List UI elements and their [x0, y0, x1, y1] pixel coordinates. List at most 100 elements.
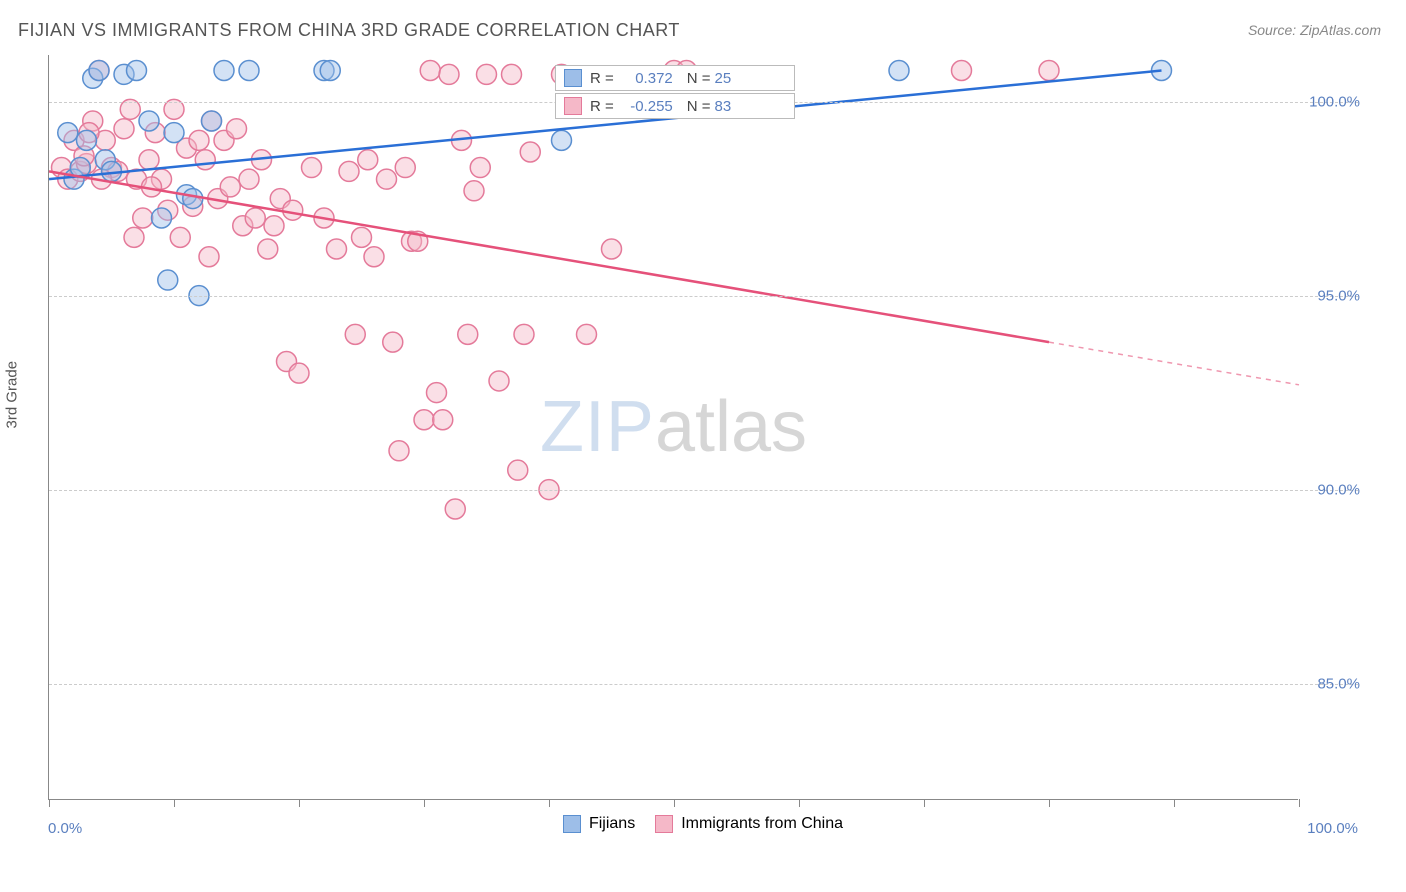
- trend-line-dashed: [1049, 342, 1299, 385]
- scatter-point: [427, 383, 447, 403]
- gridline-h: [49, 684, 1358, 685]
- legend-label-china: Immigrants from China: [681, 815, 843, 833]
- x-tick: [1299, 799, 1300, 807]
- scatter-point: [258, 239, 278, 259]
- scatter-point: [158, 270, 178, 290]
- r-value-fijians: 0.372: [618, 70, 673, 87]
- n-value-china: 83: [715, 98, 732, 115]
- scatter-point: [439, 64, 459, 84]
- y-tick-label: 85.0%: [1305, 675, 1360, 692]
- scatter-point: [114, 119, 134, 139]
- scatter-point: [152, 208, 172, 228]
- scatter-point: [220, 177, 240, 197]
- correlation-swatch-china: [564, 97, 582, 115]
- scatter-point: [320, 61, 340, 81]
- scatter-point: [1039, 61, 1059, 81]
- scatter-point: [952, 61, 972, 81]
- scatter-point: [302, 158, 322, 178]
- scatter-point: [514, 324, 534, 344]
- correlation-box-china: R = -0.255 N = 83: [555, 93, 795, 119]
- x-tick: [674, 799, 675, 807]
- legend-item-china: Immigrants from China: [655, 815, 843, 833]
- y-tick-label: 90.0%: [1305, 481, 1360, 498]
- scatter-point: [245, 208, 265, 228]
- x-tick: [424, 799, 425, 807]
- scatter-point: [77, 130, 97, 150]
- scatter-point: [127, 61, 147, 81]
- n-label: N =: [687, 70, 711, 87]
- scatter-point: [189, 130, 209, 150]
- x-tick: [174, 799, 175, 807]
- plot-svg: [49, 55, 1298, 799]
- scatter-point: [139, 111, 159, 131]
- scatter-point: [183, 189, 203, 209]
- x-tick: [924, 799, 925, 807]
- r-label: R =: [590, 98, 614, 115]
- scatter-point: [89, 61, 109, 81]
- scatter-point: [433, 410, 453, 430]
- y-tick-label: 100.0%: [1305, 93, 1360, 110]
- scatter-point: [239, 169, 259, 189]
- gridline-h: [49, 296, 1358, 297]
- scatter-point: [170, 227, 190, 247]
- scatter-point: [552, 130, 572, 150]
- scatter-point: [520, 142, 540, 162]
- legend-swatch-china: [655, 815, 673, 833]
- chart-container: FIJIAN VS IMMIGRANTS FROM CHINA 3RD GRAD…: [0, 0, 1406, 892]
- scatter-point: [477, 64, 497, 84]
- source-label: Source: ZipAtlas.com: [1248, 22, 1381, 38]
- bottom-legend: Fijians Immigrants from China: [0, 815, 1406, 833]
- y-tick-label: 95.0%: [1305, 287, 1360, 304]
- correlation-box-fijians: R = 0.372 N = 25: [555, 65, 795, 91]
- scatter-point: [199, 247, 219, 267]
- scatter-point: [414, 410, 434, 430]
- scatter-point: [214, 61, 234, 81]
- chart-title: FIJIAN VS IMMIGRANTS FROM CHINA 3RD GRAD…: [18, 20, 680, 41]
- scatter-point: [327, 239, 347, 259]
- scatter-point: [124, 227, 144, 247]
- scatter-point: [420, 61, 440, 81]
- scatter-point: [470, 158, 490, 178]
- x-tick: [299, 799, 300, 807]
- scatter-point: [464, 181, 484, 201]
- r-label: R =: [590, 70, 614, 87]
- scatter-point: [289, 363, 309, 383]
- correlation-swatch-fijians: [564, 69, 582, 87]
- r-value-china: -0.255: [618, 98, 673, 115]
- scatter-point: [164, 123, 184, 143]
- x-tick: [49, 799, 50, 807]
- scatter-point: [352, 227, 372, 247]
- scatter-point: [133, 208, 153, 228]
- x-tick: [1174, 799, 1175, 807]
- gridline-h: [49, 490, 1358, 491]
- x-tick: [799, 799, 800, 807]
- scatter-point: [239, 61, 259, 81]
- x-tick: [1049, 799, 1050, 807]
- legend-item-fijians: Fijians: [563, 815, 635, 833]
- scatter-point: [458, 324, 478, 344]
- scatter-point: [445, 499, 465, 519]
- scatter-point: [395, 158, 415, 178]
- scatter-point: [508, 460, 528, 480]
- legend-swatch-fijians: [563, 815, 581, 833]
- scatter-point: [377, 169, 397, 189]
- scatter-point: [577, 324, 597, 344]
- n-label: N =: [687, 98, 711, 115]
- scatter-point: [139, 150, 159, 170]
- scatter-point: [283, 200, 303, 220]
- scatter-point: [202, 111, 222, 131]
- scatter-point: [383, 332, 403, 352]
- scatter-point: [339, 161, 359, 181]
- scatter-point: [345, 324, 365, 344]
- scatter-point: [195, 150, 215, 170]
- legend-label-fijians: Fijians: [589, 815, 635, 833]
- scatter-point: [358, 150, 378, 170]
- scatter-point: [389, 441, 409, 461]
- scatter-point: [364, 247, 384, 267]
- scatter-point: [502, 64, 522, 84]
- scatter-point: [227, 119, 247, 139]
- x-tick: [549, 799, 550, 807]
- plot-area: ZIPatlas 85.0%90.0%95.0%100.0%: [48, 55, 1298, 800]
- n-value-fijians: 25: [715, 70, 732, 87]
- scatter-point: [889, 61, 909, 81]
